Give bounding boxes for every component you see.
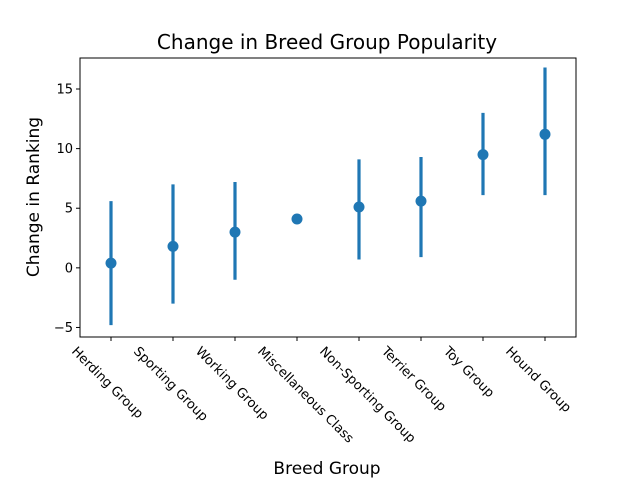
chart-marks [105, 67, 551, 326]
data-point [291, 213, 303, 225]
y-tick-label: 0 [65, 261, 73, 276]
data-point [167, 240, 179, 252]
data-point [539, 128, 551, 140]
x-tick-label: Toy Group [439, 344, 496, 401]
x-tick-label: Terrier Group [377, 344, 448, 415]
y-tick-label: −5 [54, 321, 73, 336]
data-point [105, 257, 117, 269]
y-tick-label: 15 [56, 83, 73, 98]
data-point [229, 226, 241, 238]
y-axis-label: Change in Ranking [24, 117, 44, 277]
chart-title: Change in Breed Group Popularity [157, 30, 497, 54]
plot-frame [79, 57, 577, 338]
y-tick-label: 5 [65, 202, 73, 217]
data-point [477, 149, 489, 161]
x-axis-label: Breed Group [273, 459, 380, 479]
y-tick-label: 10 [56, 142, 73, 157]
data-point [415, 195, 427, 207]
data-point [353, 201, 365, 213]
x-tick-label: Hound Group [502, 344, 574, 416]
y-axis: −5 0 5 10 15 [54, 83, 80, 336]
